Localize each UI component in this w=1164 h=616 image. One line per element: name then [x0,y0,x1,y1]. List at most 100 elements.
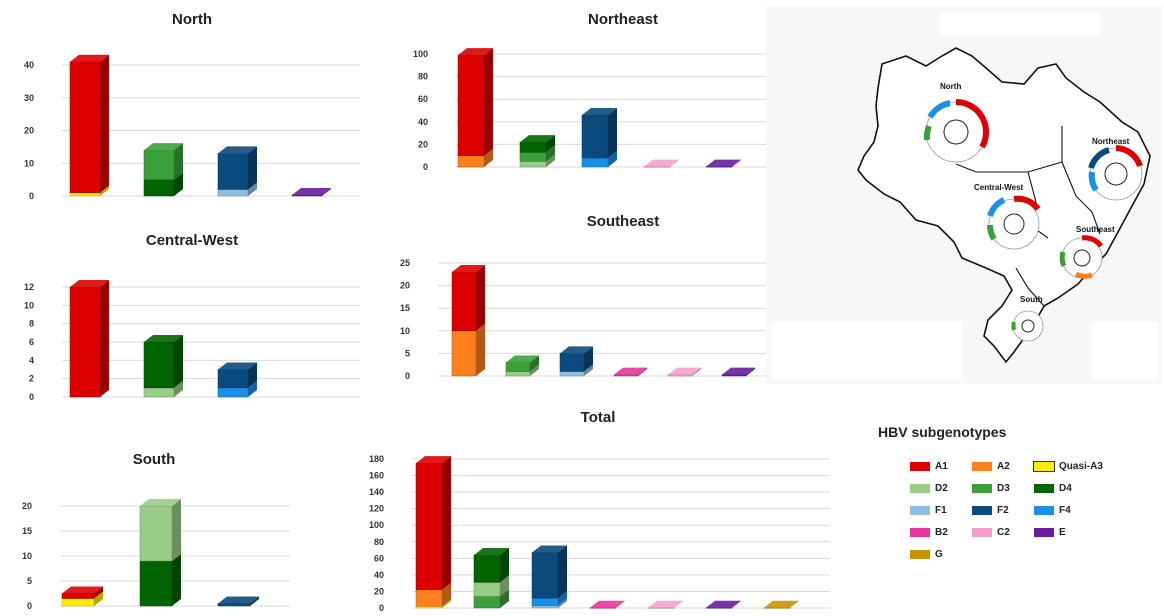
y-tick-label: 120 [369,504,384,514]
y-tick-label: 0 [29,392,34,402]
y-tick-label: 20 [400,281,410,291]
chart-north-svg: 0 10 20 30 40 [24,54,360,201]
map-label-southeast: Southeast [1076,225,1115,234]
y-tick-label: 140 [369,487,384,497]
y-tick-label: 0 [29,191,34,201]
legend: HBV subgenotypes A1 A2 Quasi-A3 D2 D3 D4 F1 F2 F… [878,424,1158,574]
legend-label: D4 [1059,483,1072,494]
legend-item-g: G [910,549,943,563]
y-tick-label: 10 [24,300,34,310]
y-tick-label: 15 [22,526,32,536]
y-tick-label: 40 [374,570,384,580]
legend-item-f2: F2 [972,505,1009,519]
legend-title: HBV subgenotypes [878,424,1007,440]
map-blank-box [940,12,1100,36]
bar-segment-f2 [531,545,567,599]
y-tick-label: 180 [369,454,384,464]
legend-label: F1 [935,505,947,516]
chart-south-svg: 0 5 10 15 20 [22,499,290,611]
tree-southeast: Southeast [1059,225,1115,279]
legend-item-d3: D3 [972,483,1010,497]
legend-swatch [972,462,992,471]
bar-segment-e [705,159,741,168]
bar-segment-a2 [451,323,485,377]
map-label-south: South [1020,295,1043,304]
bar-segment-g [763,600,799,609]
chart-northeast-svg: 0 20 40 60 80 100 [413,48,824,172]
bar-segment-a2 [415,582,451,607]
legend-swatch [910,462,930,471]
legend-label: Quasi-A3 [1059,461,1103,472]
y-tick-label: 0 [405,371,410,381]
legend-label: A2 [997,461,1010,472]
bar-segment-a1 [61,586,103,599]
y-tick-label: 100 [413,49,428,59]
bar-segment-d2 [139,499,181,562]
chart-title: North [172,11,212,28]
bar-segment-d4 [473,548,509,583]
legend-swatch [972,528,992,537]
legend-item-d4: D4 [1034,483,1072,497]
y-tick-label: 4 [29,355,34,365]
y-tick-label: 10 [22,551,32,561]
legend-item-quasi-a3: Quasi-A3 [1033,461,1103,475]
y-tick-label: 40 [24,60,34,70]
bar-segment-a1 [69,54,109,193]
bar-segment-d3 [505,355,539,372]
y-tick-label: 20 [22,501,32,511]
y-tick-label: 80 [418,72,428,82]
bar-segment-d4 [519,135,555,153]
bar-segment-a1 [451,265,485,332]
bar-segment-e [291,188,331,197]
legend-label: D2 [935,483,948,494]
bar-segment-d4 [143,335,183,389]
legend-swatch [910,550,930,559]
chart-north: North 0 10 20 30 40 [0,0,380,210]
y-tick-label: 15 [400,303,410,313]
bar-segment-f2 [217,596,259,607]
y-tick-label: 160 [369,471,384,481]
bar-segment-f2 [217,362,257,389]
legend-item-b2: B2 [910,527,948,541]
y-tick-label: 20 [374,586,384,596]
y-tick-label: 25 [400,258,410,268]
legend-item-c2: C2 [972,527,1010,541]
chart-total-svg: 0 20 40 60 80 100 120 140 160 180 [369,454,830,613]
chart-south: South 0 5 10 15 20 [0,440,380,616]
bar-segment-c2 [667,367,701,377]
legend-label: F4 [1059,505,1071,516]
legend-label: C2 [997,527,1010,538]
legend-swatch [1033,461,1055,472]
brazil-map: North Northeast Central-West Southeast [766,6,1162,384]
y-tick-label: 20 [418,139,428,149]
legend-item-e: E [1034,527,1066,541]
chart-central-west: Central-West 0 2 4 6 8 10 12 [0,222,380,412]
legend-label: F2 [997,505,1009,516]
chart-northeast: Northeast 0 20 40 60 80 100 [390,0,830,190]
bar-segment-c2 [647,600,683,609]
legend-label: D3 [997,483,1010,494]
legend-label: B2 [935,527,948,538]
legend-item-a1: A1 [910,461,948,475]
chart-title: Total [580,409,616,426]
y-tick-label: 10 [400,326,410,336]
legend-swatch [1034,528,1054,537]
y-tick-label: 100 [369,520,384,530]
brazil-map-svg: North Northeast Central-West Southeast [772,12,1158,380]
y-tick-label: 0 [423,162,428,172]
y-tick-label: 30 [24,93,34,103]
tree-south: South [1011,295,1044,342]
bar-segment-b2 [589,600,625,609]
legend-item-a2: A2 [972,461,1010,475]
bar-segment-e [721,367,755,377]
chart-title: South [132,451,176,468]
chart-southeast: Southeast 0 5 10 15 20 25 [390,203,830,393]
bar-segment-d3 [143,143,183,180]
y-tick-label: 2 [29,374,34,384]
chart-southeast-svg: 0 5 10 15 20 25 [400,258,830,381]
bar-segment-f2 [581,108,617,159]
bar-segment-a1 [69,280,109,398]
legend-swatch [910,528,930,537]
bar-segment-f2 [217,146,257,190]
map-label-north: North [940,82,961,91]
